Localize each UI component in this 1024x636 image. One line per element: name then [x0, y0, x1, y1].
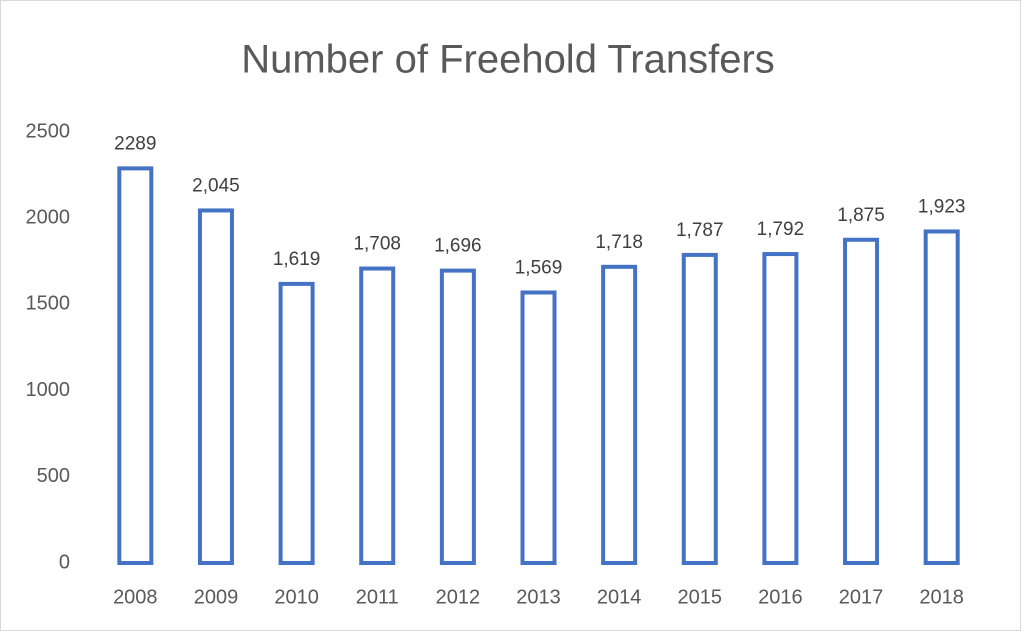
y-tick-label: 2500	[26, 120, 71, 142]
bar	[520, 290, 557, 565]
bar	[278, 281, 315, 565]
x-tick-label: 2018	[919, 586, 964, 608]
y-tick-label: 1500	[26, 293, 71, 315]
value-label: 1,696	[434, 236, 482, 257]
value-label: 1,569	[515, 258, 563, 279]
value-label: 1,718	[595, 232, 643, 253]
x-tick-label: 2008	[113, 586, 158, 608]
bar	[681, 252, 718, 565]
x-tick-label: 2010	[274, 586, 319, 608]
y-tick-label: 2000	[26, 206, 71, 228]
y-tick-label: 0	[59, 551, 70, 573]
x-tick-label: 2014	[597, 586, 642, 608]
value-label: 1,923	[918, 196, 966, 217]
value-label: 1,875	[837, 205, 885, 226]
bar	[197, 208, 234, 566]
x-tick-label: 2015	[678, 586, 723, 608]
bar	[117, 166, 154, 565]
x-tick-label: 2016	[758, 586, 803, 608]
bar	[843, 237, 880, 565]
chart-title: Number of Freehold Transfers	[241, 38, 775, 82]
y-tick-label: 1000	[26, 379, 71, 401]
value-label: 1,787	[676, 220, 724, 241]
value-label: 1,792	[757, 219, 805, 240]
bar	[923, 229, 960, 565]
x-tick-label: 2012	[436, 586, 481, 608]
y-tick-label: 500	[37, 465, 70, 487]
value-label: 2289	[114, 133, 156, 154]
value-label: 1,708	[353, 234, 401, 255]
bar	[359, 266, 396, 565]
x-tick-label: 2011	[356, 586, 399, 608]
bar	[762, 252, 799, 565]
x-tick-label: 2009	[194, 586, 239, 608]
value-label: 2,045	[192, 175, 240, 196]
x-tick-label: 2017	[839, 586, 884, 608]
bar	[601, 264, 638, 565]
value-label: 1,619	[273, 249, 321, 270]
x-tick-label: 2013	[516, 586, 561, 608]
bar	[439, 268, 476, 565]
